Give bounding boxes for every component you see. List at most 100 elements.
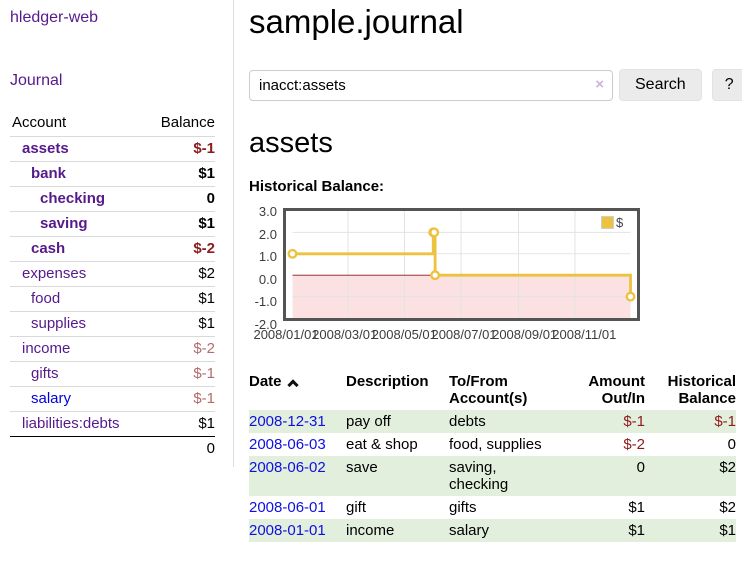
x-axis-tick: 2008/09/01 <box>492 327 558 342</box>
transaction-date-link[interactable]: 2008-06-03 <box>249 436 326 453</box>
transaction-description: pay off <box>346 413 391 430</box>
transaction-accounts: saving, checking <box>449 459 509 493</box>
account-link[interactable]: expenses <box>22 265 87 282</box>
account-balance: $1 <box>145 211 215 237</box>
account-row-salary: salary $-1 <box>10 386 215 412</box>
transaction-date-link[interactable]: 2008-06-01 <box>249 499 326 516</box>
transaction-amount: 0 <box>636 459 645 476</box>
transaction-balance: 0 <box>727 436 736 453</box>
x-axis-tick: 2008/07/01 <box>431 327 497 342</box>
transaction-amount: $-1 <box>623 413 645 430</box>
transaction-balance: $2 <box>719 459 736 476</box>
accounts-table-header: Account Balance <box>10 110 215 137</box>
transaction-amount: $-2 <box>623 436 645 453</box>
accounts-table: Account Balance assets $-1 bank $1 check… <box>10 110 215 461</box>
transaction-accounts: salary <box>449 522 490 539</box>
accounts-column-header: To/From Account(s) <box>449 373 528 407</box>
account-row-gifts: gifts $-1 <box>10 361 215 387</box>
chart-plot-area <box>283 208 640 321</box>
y-axis-tick: 0.0 <box>258 271 277 287</box>
account-balance: $1 <box>145 411 215 437</box>
amount-column-header: Amount Out/In <box>588 373 645 407</box>
account-balance: 0 <box>145 186 215 212</box>
date-column-header[interactable]: Date <box>249 370 346 410</box>
account-balance: $-1 <box>145 386 215 412</box>
account-row-liabilities-debts: liabilities:debts $1 <box>10 411 215 437</box>
x-axis-tick: 2008/11/01 <box>552 327 617 342</box>
account-balance: $2 <box>145 261 215 287</box>
search-input[interactable] <box>249 69 613 101</box>
accounts-total-row: 0 <box>10 436 215 461</box>
transaction-accounts: debts <box>449 413 486 430</box>
account-link[interactable]: liabilities:debts <box>22 415 120 432</box>
account-link[interactable]: food <box>31 290 61 307</box>
balance-column-header: Balance <box>160 114 215 131</box>
transaction-description: save <box>346 459 378 476</box>
transaction-accounts: food, supplies <box>449 436 542 453</box>
page: hledger-web Journal Account Balance asse… <box>10 0 742 542</box>
y-axis-tick: 3.0 <box>258 204 277 219</box>
transaction-description: gift <box>346 499 367 516</box>
account-row-checking: checking 0 <box>10 186 215 212</box>
transaction-balance: $2 <box>719 499 736 516</box>
main-content: sample.journal × Search ? assets Histori… <box>234 0 742 542</box>
account-link[interactable]: saving <box>40 215 88 232</box>
app-title: hledger-web <box>10 9 223 27</box>
clear-search-icon[interactable]: × <box>595 75 604 93</box>
account-balance: $-2 <box>145 236 215 262</box>
account-balance: $-2 <box>145 336 215 362</box>
account-row-expenses: expenses $2 <box>10 261 215 287</box>
account-balance: $1 <box>145 161 215 187</box>
transaction-balance: $-1 <box>714 413 736 430</box>
x-axis-tick: 2008/01/01 <box>253 327 319 342</box>
balance-column-header: Historical Balance <box>667 373 736 407</box>
transaction-description: eat & shop <box>346 436 418 453</box>
x-axis-tick: 2008/05/01 <box>371 327 437 342</box>
account-link[interactable]: gifts <box>31 365 59 382</box>
y-axis-tick: -2.0 <box>254 317 277 332</box>
accounts-total-value: 0 <box>145 436 215 461</box>
register-row: 2008-12-31 pay off debts $-1 $-1 <box>249 410 736 433</box>
y-axis-tick: 2.0 <box>258 226 277 242</box>
account-heading: assets <box>249 127 333 159</box>
account-balance: $1 <box>145 286 215 312</box>
transaction-balance: $1 <box>719 522 736 539</box>
y-axis-tick: 1.0 <box>258 249 277 265</box>
register-row: 2008-06-03 eat & shop food, supplies $-2… <box>249 433 736 456</box>
account-link[interactable]: bank <box>31 165 67 182</box>
transaction-date-link[interactable]: 2008-12-31 <box>249 413 326 430</box>
account-row-income: income $-2 <box>10 336 215 362</box>
account-column-header: Account <box>12 114 67 131</box>
account-link[interactable]: checking <box>40 190 106 207</box>
transaction-date-link[interactable]: 2008-01-01 <box>249 522 326 539</box>
register-row: 2008-06-01 gift gifts $1 $2 <box>249 496 736 519</box>
search-button[interactable]: Search <box>619 69 702 101</box>
help-button[interactable]: ? <box>711 69 742 101</box>
account-row-assets: assets $-1 <box>10 136 215 162</box>
description-column-header: Description <box>346 373 429 390</box>
account-row-saving: saving $1 <box>10 211 215 237</box>
account-balance: $-1 <box>145 136 215 162</box>
x-axis-tick: 2008/03/01 <box>312 327 378 342</box>
register-row: 2008-01-01 income salary $1 $1 <box>249 519 736 542</box>
account-link[interactable]: assets <box>22 140 69 157</box>
account-row-food: food $1 <box>10 286 215 312</box>
register-header-row: Date Description To/From Account(s) Amou… <box>249 370 736 410</box>
app-title-link[interactable]: hledger-web <box>10 9 99 26</box>
account-link[interactable]: cash <box>31 240 66 257</box>
account-balance: $-1 <box>145 361 215 387</box>
register-table: Date Description To/From Account(s) Amou… <box>249 370 736 542</box>
sidebar-item-journal[interactable]: Journal <box>10 72 63 89</box>
account-link[interactable]: income <box>22 340 71 357</box>
transaction-amount: $1 <box>628 499 645 516</box>
account-link[interactable]: supplies <box>31 315 87 332</box>
transaction-description: income <box>346 522 395 539</box>
account-link[interactable]: salary <box>31 390 72 407</box>
page-title: sample.journal <box>249 3 464 40</box>
y-axis-tick: -1.0 <box>254 294 277 310</box>
transaction-date-link[interactable]: 2008-06-02 <box>249 459 326 476</box>
legend-label: $ <box>616 215 624 230</box>
sort-ascending-icon <box>286 379 299 391</box>
register-row: 2008-06-02 save saving, checking 0 $2 <box>249 456 736 496</box>
transaction-accounts: gifts <box>449 499 477 516</box>
